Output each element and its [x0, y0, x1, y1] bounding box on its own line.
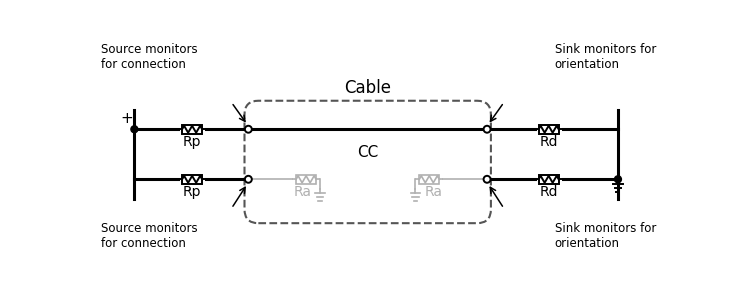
Bar — [182, 175, 202, 184]
Circle shape — [245, 176, 252, 183]
Text: Rp: Rp — [183, 135, 201, 149]
Text: Source monitors
for connection: Source monitors for connection — [101, 43, 197, 71]
Text: Rd: Rd — [539, 135, 558, 149]
Text: Cable: Cable — [344, 79, 391, 97]
Text: Rp: Rp — [183, 185, 201, 199]
Bar — [420, 175, 440, 184]
Bar — [296, 175, 316, 184]
Circle shape — [245, 126, 252, 133]
Bar — [539, 175, 559, 184]
Circle shape — [483, 176, 491, 183]
Text: Ra: Ra — [424, 185, 443, 199]
Text: Source monitors
for connection: Source monitors for connection — [101, 222, 197, 250]
Circle shape — [483, 126, 491, 133]
Circle shape — [614, 176, 622, 183]
Text: Rd: Rd — [539, 185, 558, 199]
Text: +: + — [121, 111, 133, 126]
Text: Sink monitors for
orientation: Sink monitors for orientation — [555, 43, 656, 71]
Text: Ra: Ra — [293, 185, 312, 199]
Text: Sink monitors for
orientation: Sink monitors for orientation — [555, 222, 656, 250]
Bar — [539, 125, 559, 134]
Text: CC: CC — [357, 145, 378, 160]
Circle shape — [131, 126, 138, 133]
Bar — [182, 125, 202, 134]
